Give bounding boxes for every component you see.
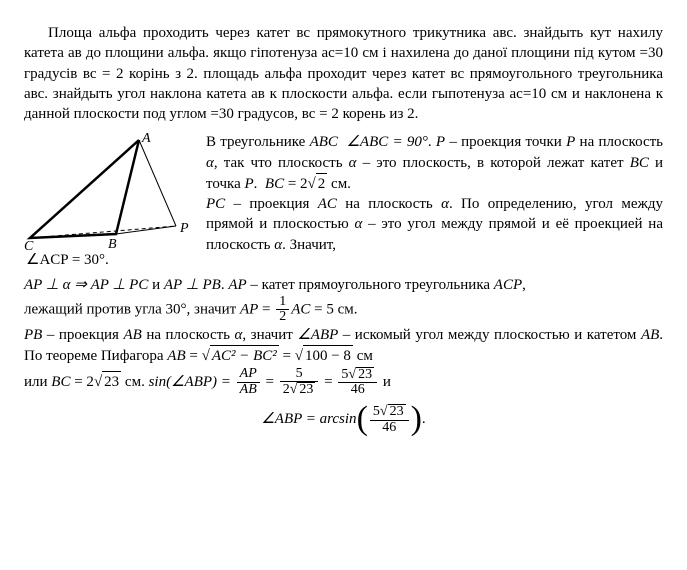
solution-paragraph-3: лежащий против угла 30°, значит AP = 12A…: [24, 295, 663, 325]
svg-text:A: A: [141, 132, 151, 146]
solution-paragraph-5: или BC = 2√23 см. sin(∠ABP) = APAB = 52√…: [24, 367, 663, 398]
solution-paragraph-1: В треугольнике ABC ∠ABC = 90°. P – проек…: [206, 132, 663, 255]
solution-paragraph-2: AP ⊥ α ⇒ AP ⊥ PC и AP ⊥ PB. AP – катет п…: [24, 275, 663, 295]
solution-with-diagram: A P B C ∠ACP = 30°. В треугольнике ABC ∠…: [24, 132, 663, 270]
angle-ACP: ∠ACP = 30°.: [26, 250, 196, 270]
final-equation: ∠ABP = arcsin(5√2346).: [24, 404, 663, 435]
triangle-diagram: A P B C: [24, 132, 196, 252]
svg-text:P: P: [179, 221, 189, 236]
solution-paragraph-4: PB – проекция AB на плоскость α, значит …: [24, 325, 663, 367]
problem-text: Площа альфа проходить через катет вс пря…: [24, 23, 663, 124]
